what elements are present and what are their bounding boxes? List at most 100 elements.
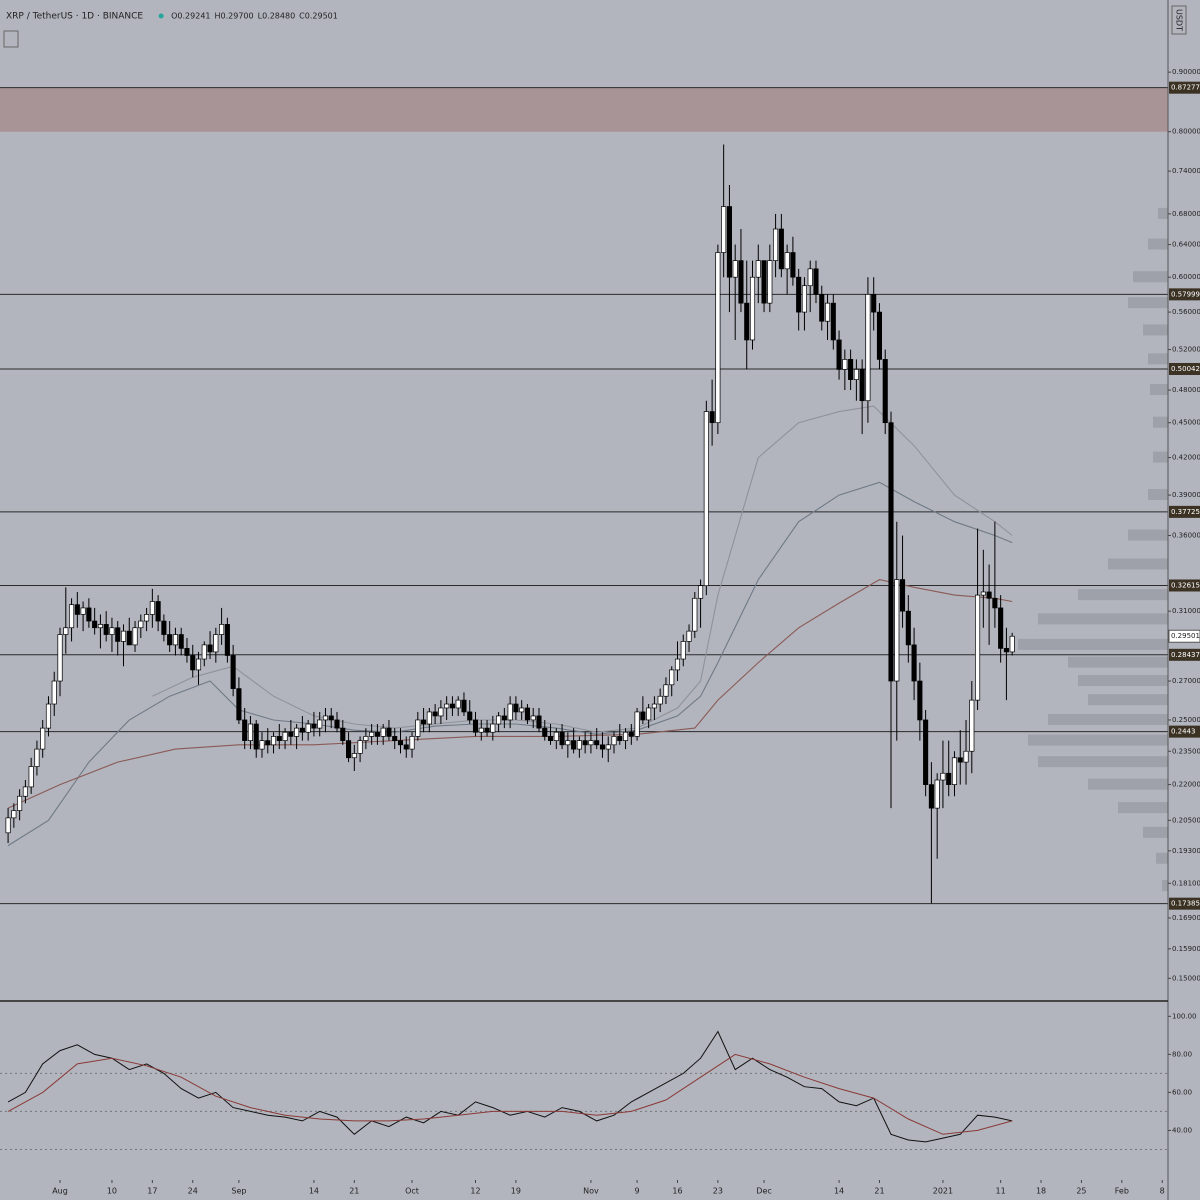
x-tick-label: 16 <box>672 1187 682 1196</box>
y-tick-label: 0.68000 <box>1172 210 1200 218</box>
candle-body <box>536 715 542 729</box>
candle-body <box>461 699 467 713</box>
candle-body <box>369 731 375 737</box>
candle-body <box>28 766 34 788</box>
candle-body <box>322 715 329 721</box>
candle-body <box>957 757 963 763</box>
volume-profile-bar <box>1038 613 1168 625</box>
candle-body <box>317 719 323 729</box>
candle-body <box>882 359 888 424</box>
candle-body <box>270 736 277 746</box>
candle-body <box>726 206 732 278</box>
candle-body <box>265 740 271 746</box>
candle-body <box>144 614 150 622</box>
candle-body <box>715 252 721 424</box>
candle-body <box>40 727 46 750</box>
x-tick-label: 9 <box>635 1187 640 1196</box>
candle-body <box>917 680 923 721</box>
level-label-box <box>1169 505 1200 518</box>
candle-body <box>74 604 80 615</box>
candle-body <box>547 736 554 741</box>
candle-body <box>426 711 432 725</box>
candle-body <box>288 731 294 737</box>
candle-body <box>599 744 606 750</box>
candle-body <box>120 630 127 642</box>
candle-body <box>45 703 52 729</box>
y-tick-label: 0.52000 <box>1172 346 1200 354</box>
candle-body <box>680 641 686 660</box>
volume-profile-bar <box>1048 713 1168 725</box>
candle-body <box>553 731 559 741</box>
candle-body <box>190 655 196 671</box>
volume-profile-bar <box>1143 826 1168 838</box>
candle-body <box>669 669 675 686</box>
level-label: 0.50042 <box>1171 365 1200 373</box>
candle-body <box>334 719 340 729</box>
x-tick-label: Dec <box>756 1187 771 1196</box>
candle-body <box>236 688 242 721</box>
toggle-icon[interactable] <box>3 30 19 48</box>
candle-body <box>51 680 57 705</box>
volume-profile-bar <box>1148 353 1168 365</box>
candle-body <box>421 719 427 725</box>
candle-body <box>230 655 236 689</box>
candle-body <box>848 359 854 380</box>
candle-body <box>178 634 184 649</box>
candle-body <box>109 627 115 635</box>
candle-body <box>738 260 744 304</box>
y-tick-label: 0.60000 <box>1172 273 1200 281</box>
x-tick-label: 25 <box>1076 1187 1086 1196</box>
candle-body <box>876 311 883 360</box>
candle-body <box>703 411 709 587</box>
candle-body <box>80 607 86 615</box>
y-tick-label: 0.48000 <box>1172 386 1200 394</box>
candle-body <box>836 339 842 370</box>
candle-body <box>686 630 692 642</box>
candle-body <box>628 731 634 737</box>
level-label: 0.37725 <box>1171 508 1200 516</box>
candle-body <box>138 620 144 629</box>
candle-body <box>963 750 969 763</box>
y-tick-label: 0.15900 <box>1172 945 1200 953</box>
candle-body <box>172 634 178 646</box>
x-tick-label: 8 <box>1160 1187 1165 1196</box>
candle-body <box>167 634 173 646</box>
candle-body <box>778 228 784 270</box>
candle-body <box>132 627 138 646</box>
ohlc-legend-item: C0.29501 <box>299 12 338 21</box>
level-label: 0.28437 <box>1171 651 1200 659</box>
x-tick-label: Oct <box>405 1187 419 1196</box>
volume-profile-bar <box>1148 238 1168 250</box>
resistance-zone <box>0 87 1168 132</box>
candle-body <box>432 711 438 717</box>
candle-body <box>663 684 669 697</box>
candle-body <box>357 740 363 754</box>
status-dot <box>158 13 164 19</box>
rsi-y-tick-label: 100.00 <box>1172 1012 1197 1020</box>
candle-body <box>646 707 652 721</box>
candle-body <box>605 744 611 750</box>
candle-body <box>299 727 305 733</box>
volume-profile-bar <box>1153 416 1168 428</box>
moving-average <box>7 579 1013 809</box>
candle-body <box>449 703 455 709</box>
volume-profile-bar <box>1158 207 1168 219</box>
candle-body <box>161 620 167 635</box>
y-tick-label: 0.64000 <box>1172 241 1200 249</box>
candle-body <box>830 302 836 341</box>
x-tick-label: 14 <box>834 1187 844 1196</box>
rsi-line <box>7 1053 1013 1135</box>
rsi-line <box>7 1030 1013 1143</box>
x-tick-label: 14 <box>309 1187 319 1196</box>
candle-body <box>674 658 681 671</box>
candle-body <box>501 715 507 721</box>
candle-body <box>351 753 357 759</box>
candle-body <box>126 630 132 646</box>
candle-body <box>951 757 958 785</box>
candle-body <box>490 723 496 733</box>
candle-body <box>755 260 761 278</box>
level-label-box <box>1169 725 1200 738</box>
x-tick-label: 21 <box>349 1187 359 1196</box>
